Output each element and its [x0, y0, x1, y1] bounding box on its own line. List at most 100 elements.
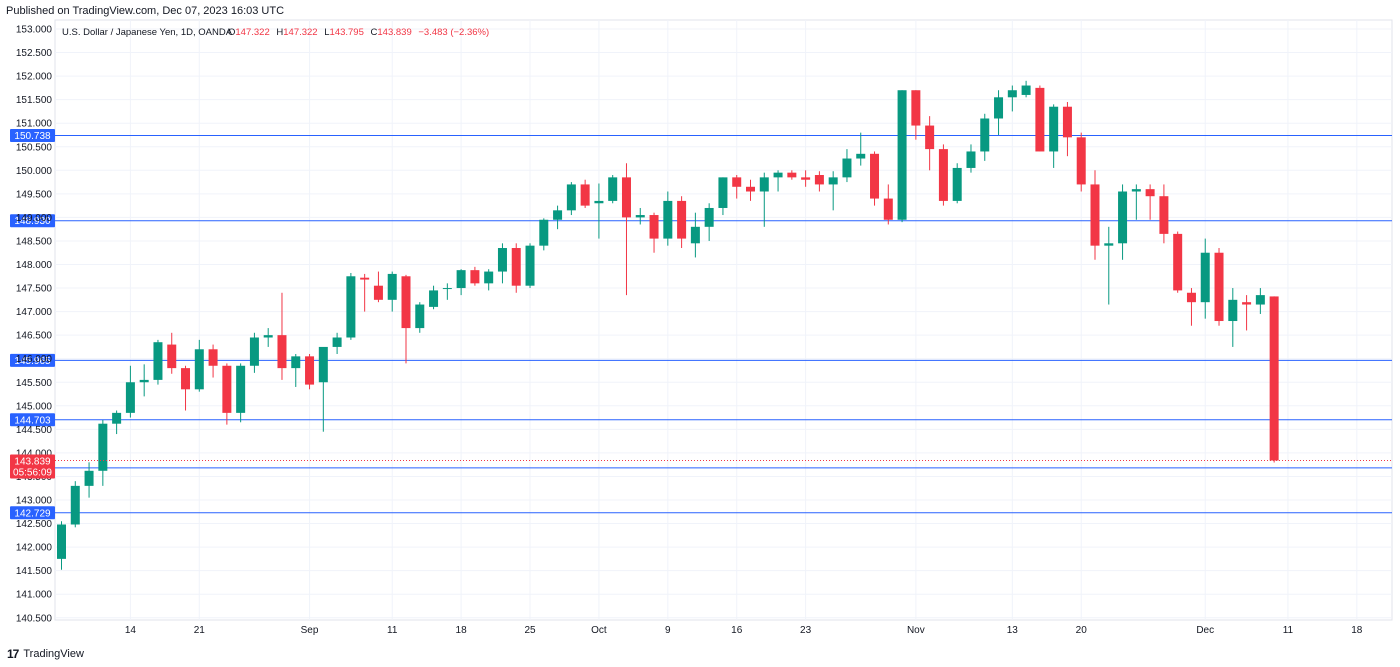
- candle-down[interactable]: [787, 170, 797, 180]
- candle-up[interactable]: [594, 183, 604, 239]
- candle-down[interactable]: [1062, 102, 1072, 157]
- candle-up[interactable]: [249, 332, 259, 373]
- candle-down[interactable]: [277, 292, 287, 380]
- candle-up[interactable]: [387, 271, 397, 312]
- candle-up[interactable]: [608, 175, 618, 204]
- candle-up[interactable]: [332, 332, 342, 354]
- candle-up[interactable]: [456, 269, 466, 296]
- candle-down[interactable]: [373, 271, 383, 303]
- candle-up[interactable]: [57, 521, 66, 570]
- candle-up[interactable]: [153, 339, 163, 385]
- candle-up[interactable]: [980, 113, 990, 161]
- candle-up[interactable]: [194, 339, 204, 392]
- candle-up[interactable]: [291, 353, 301, 387]
- candle-up[interactable]: [112, 410, 122, 435]
- candle-down[interactable]: [746, 179, 755, 201]
- candles[interactable]: [57, 80, 1279, 570]
- candle-down[interactable]: [814, 171, 824, 192]
- candle-up[interactable]: [897, 90, 907, 223]
- candle-up[interactable]: [442, 283, 452, 300]
- candle-up[interactable]: [525, 243, 535, 289]
- candle-down[interactable]: [1159, 184, 1169, 244]
- candle-up[interactable]: [1104, 226, 1114, 305]
- candle-up[interactable]: [553, 205, 563, 230]
- candle-up[interactable]: [1021, 80, 1031, 98]
- level-label-box: [10, 353, 55, 367]
- candle-down[interactable]: [1090, 170, 1100, 260]
- candle-up[interactable]: [1200, 238, 1210, 319]
- candle-up[interactable]: [773, 170, 783, 192]
- candle-down[interactable]: [1035, 85, 1045, 152]
- candle-body: [842, 158, 852, 178]
- candle-down[interactable]: [870, 151, 880, 206]
- candle-up[interactable]: [759, 172, 769, 227]
- candle-down[interactable]: [1145, 184, 1155, 220]
- x-tick-label: 18: [456, 625, 468, 636]
- candle-up[interactable]: [70, 481, 80, 528]
- candle-down[interactable]: [621, 163, 631, 296]
- candle-up[interactable]: [718, 177, 728, 216]
- candle-down[interactable]: [305, 353, 315, 390]
- candle-up[interactable]: [484, 269, 494, 291]
- candle-down[interactable]: [1186, 288, 1196, 326]
- candle-up[interactable]: [263, 328, 273, 347]
- candle-down[interactable]: [167, 332, 177, 374]
- candle-up[interactable]: [318, 346, 328, 432]
- candle-down[interactable]: [222, 363, 232, 425]
- candle-up[interactable]: [704, 203, 714, 241]
- candle-down[interactable]: [1173, 231, 1183, 293]
- candle-up[interactable]: [539, 218, 549, 251]
- candle-down[interactable]: [360, 273, 370, 312]
- candle-up[interactable]: [663, 191, 673, 246]
- candle-down[interactable]: [801, 170, 811, 187]
- candle-up[interactable]: [1049, 104, 1059, 168]
- candle-down[interactable]: [732, 175, 742, 199]
- candle-body: [539, 219, 549, 246]
- candle-up[interactable]: [125, 365, 135, 418]
- candle-up[interactable]: [1118, 184, 1128, 260]
- candle-down[interactable]: [649, 212, 659, 253]
- candle-up[interactable]: [994, 90, 1004, 135]
- candle-up[interactable]: [1007, 85, 1017, 112]
- candle-down[interactable]: [677, 196, 687, 249]
- candle-up[interactable]: [346, 272, 356, 340]
- candle-up[interactable]: [139, 364, 149, 397]
- candle-up[interactable]: [429, 285, 439, 310]
- candle-body: [1200, 252, 1210, 303]
- candle-up[interactable]: [98, 419, 108, 486]
- candle-up[interactable]: [497, 243, 507, 284]
- candle-up[interactable]: [566, 182, 576, 216]
- candle-down[interactable]: [1242, 295, 1252, 331]
- candle-up[interactable]: [1255, 288, 1265, 314]
- candle-down[interactable]: [938, 144, 948, 206]
- candle-down[interactable]: [401, 274, 411, 364]
- candle-up[interactable]: [1131, 184, 1141, 220]
- candle-up[interactable]: [856, 132, 866, 166]
- candle-down[interactable]: [883, 184, 893, 225]
- candle-up[interactable]: [236, 363, 246, 423]
- candle-down[interactable]: [911, 90, 921, 140]
- candle-up[interactable]: [690, 212, 700, 258]
- candle-body: [525, 245, 535, 286]
- candle-body: [1049, 106, 1059, 152]
- grid: [54, 19, 1393, 621]
- candle-up[interactable]: [966, 144, 976, 173]
- candle-down[interactable]: [470, 266, 480, 286]
- candle-up[interactable]: [952, 163, 962, 204]
- candle-down[interactable]: [580, 179, 590, 208]
- candle-down[interactable]: [181, 365, 191, 411]
- low-value: 143.795: [330, 27, 364, 38]
- candle-down[interactable]: [925, 116, 935, 171]
- candle-up[interactable]: [415, 302, 425, 333]
- candle-down[interactable]: [1214, 248, 1224, 326]
- candle-down[interactable]: [1076, 132, 1086, 192]
- candle-down[interactable]: [511, 243, 521, 293]
- candle-down[interactable]: [208, 344, 218, 378]
- candle-up[interactable]: [635, 207, 645, 225]
- candle-up[interactable]: [828, 171, 838, 211]
- candle-up[interactable]: [84, 462, 94, 498]
- candle-up[interactable]: [842, 149, 852, 183]
- candle-down[interactable]: [1269, 296, 1279, 463]
- candle-up[interactable]: [1228, 288, 1238, 347]
